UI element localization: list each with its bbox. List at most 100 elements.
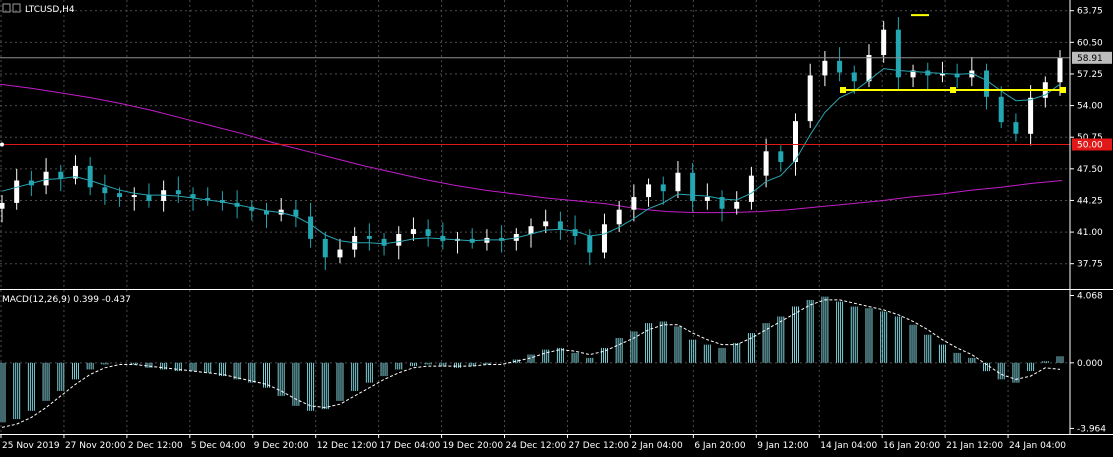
red-level-tag-text: 50.00: [1077, 141, 1103, 151]
candle-body: [322, 238, 328, 258]
macd-panel: [0, 296, 1064, 428]
symbol-icon: [2, 3, 11, 13]
price-axis: 63.75 60.50 57.25 54.00 50.75 47.50 44.25 41.00…: [1070, 7, 1112, 270]
candle-body: [939, 73, 945, 76]
price-tick-label: 54.00: [1077, 102, 1103, 112]
price-tick-label: 47.50: [1077, 165, 1103, 175]
time-tick-label: 9 Jan 12:00: [757, 441, 809, 451]
time-tick-label: 14 Jan 04:00: [820, 441, 877, 451]
candle-body: [734, 201, 740, 209]
price-tick-label: 50.75: [1077, 133, 1103, 143]
horizontal-levels[interactable]: [0, 14, 1070, 147]
candles: [0, 17, 1063, 271]
ma-fast-line: [1, 68, 1061, 245]
time-tick-label: 21 Jan 12:00: [946, 441, 1003, 451]
candle-body: [601, 224, 607, 253]
candle-body: [1013, 122, 1019, 134]
time-tick-label: 27 Nov 20:00: [65, 441, 126, 451]
candle-body: [87, 165, 93, 188]
price-tick-label: 41.00: [1077, 228, 1103, 238]
candle-body: [646, 184, 652, 198]
candle-body: [704, 197, 710, 201]
candle-body: [851, 72, 857, 82]
ma-slow-path: [0, 83, 1063, 214]
price-tick-label: 37.75: [1077, 260, 1103, 270]
price-tick-label: 44.25: [1077, 196, 1103, 206]
candle-body: [881, 29, 887, 55]
candle-body: [631, 197, 637, 210]
time-tick-label: 27 Dec 12:00: [568, 441, 629, 451]
candle-body: [440, 235, 446, 241]
time-tick-label: 6 Jan 20:00: [694, 441, 746, 451]
time-tick-label: 2 Dec 12:00: [128, 441, 183, 451]
candle-body: [866, 54, 872, 82]
candle-body: [807, 75, 813, 122]
time-tick-label: 25 Nov 2019: [2, 441, 60, 451]
macd-signal-line: [1, 299, 1061, 428]
candle-body: [264, 210, 269, 215]
candle-body: [719, 197, 725, 209]
candle-body: [587, 235, 593, 253]
price-tick-label: 63.75: [1077, 7, 1103, 17]
current-price-tag-text: 58.91: [1077, 54, 1103, 64]
time-tick-label: 16 Jan 20:00: [883, 441, 940, 451]
candle-body: [102, 187, 108, 194]
candle-body: [763, 151, 769, 176]
candle-body: [396, 234, 402, 246]
macd-tick-label: -3.964: [1077, 424, 1106, 434]
candle-body: [690, 172, 696, 201]
candle-body: [778, 151, 784, 163]
candle-body: [616, 209, 622, 225]
candle-body: [998, 96, 1004, 123]
symbol-header: LTCUSD,H4: [2, 3, 75, 15]
yellow-level-handle: [840, 87, 846, 94]
macd-tick-label: 4.068: [1077, 291, 1103, 301]
candle-body: [528, 226, 534, 235]
time-tick-label: 9 Dec 20:00: [254, 441, 309, 451]
candle-body: [337, 249, 343, 258]
candle-body: [793, 121, 798, 163]
time-tick-label: 2 Jan 04:00: [631, 441, 683, 451]
red-level-tag: [1072, 138, 1112, 151]
grid: [0, 0, 1070, 434]
time-tick-label: 19 Dec 20:00: [443, 441, 504, 451]
price-tick-label: 60.50: [1077, 38, 1103, 48]
candle-body: [131, 195, 137, 198]
candle-body: [748, 175, 754, 202]
time-axis: 25 Nov 2019 27 Nov 20:00 2 Dec 12:00 5 Dec …: [0, 434, 1066, 451]
candle-body: [293, 209, 299, 217]
macd-axis: 4.068 0.000 -3.964: [1070, 291, 1106, 434]
candle-body: [308, 216, 314, 239]
time-tick-label: 5 Dec 04:00: [191, 441, 246, 451]
time-tick-label: 24 Dec 12:00: [506, 441, 567, 451]
time-tick-label: 17 Dec 04:00: [380, 441, 441, 451]
price-tick-label: 57.25: [1077, 70, 1103, 80]
current-price-tag: [1072, 51, 1112, 64]
candle-body: [205, 198, 211, 200]
yellow-level-handle: [950, 87, 956, 94]
candle-body: [58, 171, 64, 179]
candle-body: [543, 221, 549, 227]
candle-body: [366, 235, 372, 239]
candle-body: [43, 171, 49, 186]
symbol-icon-2: [12, 3, 21, 13]
candle-body: [660, 184, 666, 192]
candle-body: [910, 70, 916, 78]
candle-body: [72, 165, 78, 179]
candle-body: [146, 195, 152, 201]
candle-body: [0, 202, 5, 209]
candle-body: [557, 221, 563, 230]
candle-body: [14, 180, 20, 203]
symbol-title: LTCUSD,H4: [25, 5, 75, 15]
candle-body: [249, 206, 255, 211]
candle-body: [117, 193, 123, 198]
candle-body: [1028, 97, 1034, 134]
candle-body: [822, 60, 828, 76]
red-level-anchor: [0, 142, 4, 147]
chart-frame: [0, 0, 1113, 435]
candle-body: [190, 194, 196, 199]
ma-fast-path: [1, 68, 1061, 245]
candle-body: [954, 73, 960, 78]
